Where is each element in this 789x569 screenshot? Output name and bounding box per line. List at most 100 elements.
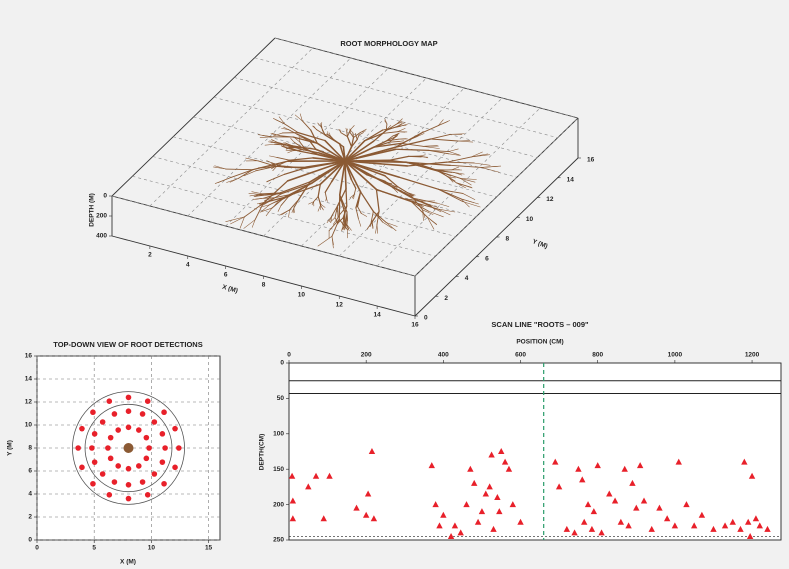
chart-title: SCAN LINE "ROOTS – 009" xyxy=(491,320,589,329)
y-tick-label: 2 xyxy=(444,295,448,302)
x-tick-label: 16 xyxy=(411,322,419,329)
y-tick-label: 100 xyxy=(273,431,284,438)
point xyxy=(152,471,158,477)
point xyxy=(79,426,85,432)
x-tick-label: 200 xyxy=(361,352,372,359)
x-tick-label: 12 xyxy=(336,302,344,309)
point xyxy=(172,426,178,432)
x-axis-label: X (M) xyxy=(120,559,136,566)
plot-area xyxy=(289,363,781,540)
point xyxy=(160,431,166,437)
x-tick-label: 1000 xyxy=(668,352,683,359)
x-tick-label: 10 xyxy=(148,545,156,552)
x-tick-label: 0 xyxy=(35,545,39,552)
point xyxy=(144,456,150,462)
root xyxy=(409,156,421,157)
x-tick-label: 2 xyxy=(148,252,152,259)
y-tick-label: 50 xyxy=(277,395,285,402)
x-tick-label: 15 xyxy=(205,545,213,552)
point xyxy=(152,419,158,425)
y-tick-label: 16 xyxy=(25,353,33,360)
point xyxy=(126,395,132,401)
x-tick-label: 1200 xyxy=(745,352,760,359)
y-tick-label: 0 xyxy=(28,537,32,544)
center-point xyxy=(124,443,134,453)
x-tick-label: 0 xyxy=(287,352,291,359)
point xyxy=(146,445,152,451)
y-tick-label: 6 xyxy=(28,468,32,475)
y-tick-label: 10 xyxy=(25,422,33,429)
point xyxy=(136,463,142,469)
y-tick-label: 12 xyxy=(25,399,33,406)
point xyxy=(106,398,112,404)
y-tick-label: 8 xyxy=(28,445,32,452)
y-axis-label: Y (M) xyxy=(7,440,14,456)
y-tick-label: 200 xyxy=(273,501,284,508)
point xyxy=(126,496,132,502)
point xyxy=(92,459,98,465)
x-tick-label: 5 xyxy=(92,545,96,552)
y-tick-label: 0 xyxy=(424,315,428,322)
point xyxy=(140,479,146,485)
y-tick-label: 2 xyxy=(28,514,32,521)
point xyxy=(90,481,96,487)
x-axis-label: POSITION (CM) xyxy=(516,339,563,346)
y-tick-label: 4 xyxy=(28,491,32,498)
point xyxy=(126,482,132,488)
y-tick-label: 8 xyxy=(506,236,510,243)
point xyxy=(145,398,151,404)
point xyxy=(108,435,114,441)
point xyxy=(145,492,151,498)
point xyxy=(105,445,111,451)
z-tick-label: 400 xyxy=(96,233,107,240)
point xyxy=(172,465,178,471)
point xyxy=(162,445,168,451)
point xyxy=(90,409,96,415)
point xyxy=(126,466,132,472)
point xyxy=(176,445,182,451)
y-tick-label: 12 xyxy=(546,196,554,203)
x-tick-label: 4 xyxy=(186,262,190,269)
x-tick-label: 14 xyxy=(374,312,382,319)
y-tick-label: 150 xyxy=(273,466,284,473)
root xyxy=(346,189,347,206)
z-axis-label: DEPTH (M) xyxy=(89,193,96,227)
y-tick-label: 6 xyxy=(485,255,489,262)
y-tick-label: 14 xyxy=(567,176,575,183)
z-tick-label: 200 xyxy=(96,213,107,220)
point xyxy=(100,471,106,477)
root xyxy=(339,195,340,219)
point xyxy=(161,409,167,415)
y-axis-label: DEPTH(CM) xyxy=(259,434,266,470)
y-tick-label: 14 xyxy=(25,376,33,383)
point xyxy=(106,492,112,498)
point xyxy=(144,435,150,441)
point xyxy=(112,411,118,417)
z-tick-label: 0 xyxy=(103,193,107,200)
point xyxy=(112,479,118,485)
point xyxy=(115,427,121,433)
figure: ROOT MORPHOLOGY MAP X (M) Y (M) DEPTH (M… xyxy=(0,0,789,569)
point xyxy=(108,456,114,462)
point xyxy=(161,481,167,487)
page: {"chart_data": [ {"type": "3d-roots", "t… xyxy=(0,0,789,569)
point xyxy=(75,445,81,451)
chart-title: TOP-DOWN VIEW OF ROOT DETECTIONS xyxy=(53,340,202,349)
point xyxy=(126,425,132,431)
y-tick-label: 250 xyxy=(273,537,284,544)
point xyxy=(136,427,142,433)
x-tick-label: 400 xyxy=(438,352,449,359)
point xyxy=(89,445,95,451)
point xyxy=(79,465,85,471)
y-tick-label: 16 xyxy=(587,157,595,164)
point xyxy=(115,463,121,469)
point xyxy=(160,459,166,465)
y-tick-label: 4 xyxy=(465,275,469,282)
point xyxy=(140,411,146,417)
y-tick-label: 10 xyxy=(526,216,534,223)
y-tick-label: 0 xyxy=(280,360,284,367)
x-tick-label: 8 xyxy=(262,282,266,289)
chart-title: ROOT MORPHOLOGY MAP xyxy=(340,39,437,48)
x-tick-label: 6 xyxy=(224,272,228,279)
point xyxy=(100,419,106,425)
